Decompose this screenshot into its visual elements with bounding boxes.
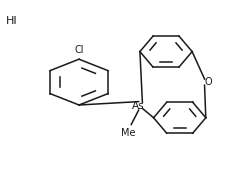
Text: As: As	[132, 101, 145, 111]
Text: Me: Me	[122, 128, 136, 138]
Text: O: O	[204, 77, 212, 87]
Text: HI: HI	[6, 16, 17, 26]
Text: Cl: Cl	[74, 45, 84, 55]
